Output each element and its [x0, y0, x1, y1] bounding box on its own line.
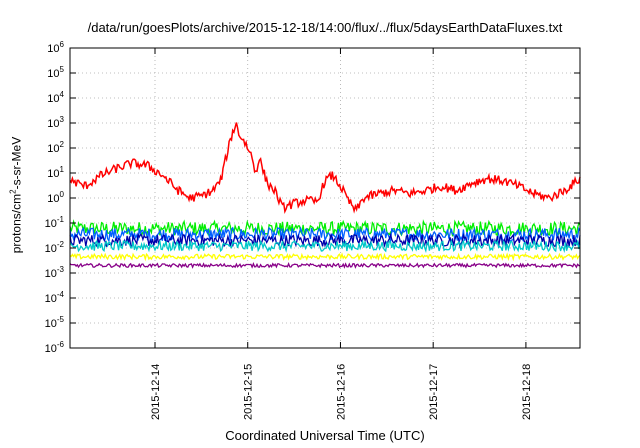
x-tick-label: 2015-12-14	[150, 364, 162, 420]
x-tick-label: 2015-12-15	[243, 364, 255, 420]
y-tick-label: 10-4	[45, 290, 65, 305]
y-tick-label: 106	[47, 40, 64, 55]
y-tick-label: 102	[47, 140, 64, 155]
series-line	[69, 238, 581, 254]
y-tick-label: 10-1	[45, 215, 65, 230]
y-tick-label: 100	[47, 190, 64, 205]
series-line	[69, 122, 581, 215]
grid-lines	[70, 48, 580, 348]
series-line	[69, 232, 581, 249]
y-tick-label: 10-5	[45, 315, 65, 330]
y-tick-label: 101	[47, 165, 64, 180]
series-line	[69, 252, 581, 262]
y-tick-label: 10-3	[45, 265, 65, 280]
series-line	[69, 262, 581, 269]
x-tick-label: 2015-12-18	[521, 364, 533, 420]
series-group	[69, 122, 581, 269]
series-line	[69, 219, 581, 238]
x-axis-label: Coordinated Universal Time (UTC)	[225, 428, 425, 443]
y-tick-label: 10-2	[45, 240, 65, 255]
x-tick-label: 2015-12-16	[335, 364, 347, 420]
y-tick-label: 104	[47, 90, 64, 105]
y-tick-label: 105	[47, 65, 64, 80]
x-tick-label: 2015-12-17	[428, 364, 440, 420]
y-tick-label: 10-6	[45, 340, 65, 355]
chart-title: /data/run/goesPlots/archive/2015-12-18/1…	[87, 20, 563, 35]
axis-ticks: 10-6 10-5 10-4 10-3 10-2 10-1 100 101 102 103 104 1…	[45, 40, 580, 420]
y-tick-label: 103	[47, 115, 64, 130]
